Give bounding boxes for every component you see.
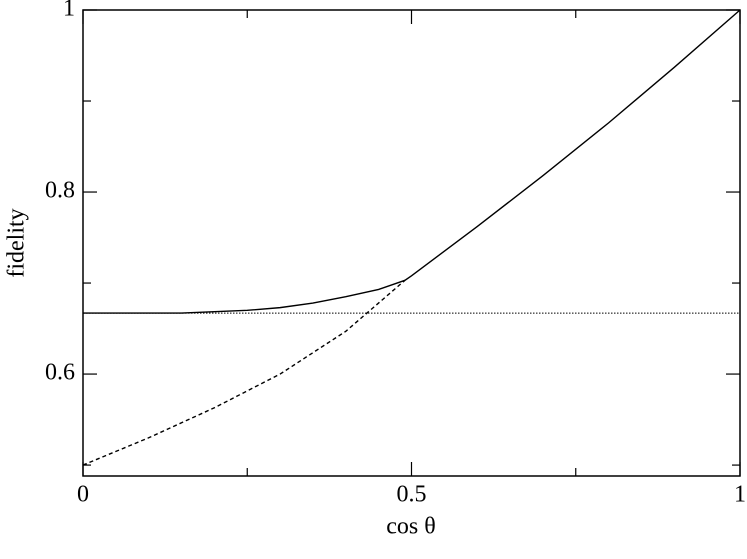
line	[82, 279, 406, 466]
y-tick-label: 0.8	[45, 178, 75, 204]
y-tick-label: 1	[63, 0, 75, 22]
plot-frame	[82, 9, 741, 477]
x-axis-label: cos θ	[386, 514, 436, 540]
line	[83, 9, 741, 314]
x-tick-label: 1	[734, 482, 746, 508]
x-tick-label: 0	[77, 482, 89, 508]
x-tick-label: 0.5	[397, 482, 427, 508]
y-tick-label: 0.6	[45, 360, 75, 386]
y-axis-label: fidelity	[4, 208, 30, 277]
